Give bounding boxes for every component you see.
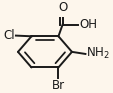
Text: Br: Br	[51, 79, 64, 92]
Text: OH: OH	[79, 18, 96, 31]
Text: NH$_2$: NH$_2$	[85, 46, 109, 61]
Text: O: O	[58, 1, 67, 15]
Text: Cl: Cl	[4, 29, 15, 42]
